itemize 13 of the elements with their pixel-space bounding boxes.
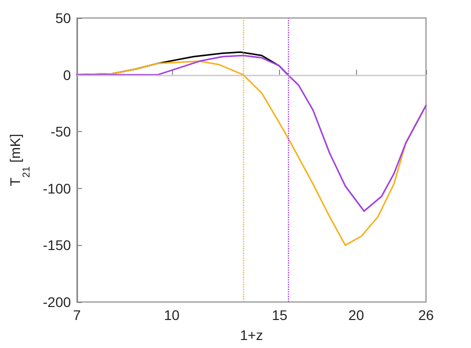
y-tick-label: 0 — [63, 66, 72, 83]
y-tick-label: -200 — [42, 294, 72, 310]
x-tick-label: 20 — [348, 307, 364, 323]
x-tick-label: 10 — [164, 307, 180, 323]
y-tick-label: -100 — [42, 180, 72, 196]
y-tick-label: 50 — [55, 10, 72, 26]
x-tick-label: 15 — [272, 307, 288, 323]
x-tick-label: 7 — [73, 307, 82, 323]
x-axis-title: 1+z — [240, 327, 263, 343]
x-tick-label: 26 — [418, 307, 434, 323]
y-tick-label: -150 — [42, 237, 72, 254]
y-tick-label: -50 — [50, 124, 72, 140]
y-axis-title: T21 [mK] — [7, 134, 32, 186]
